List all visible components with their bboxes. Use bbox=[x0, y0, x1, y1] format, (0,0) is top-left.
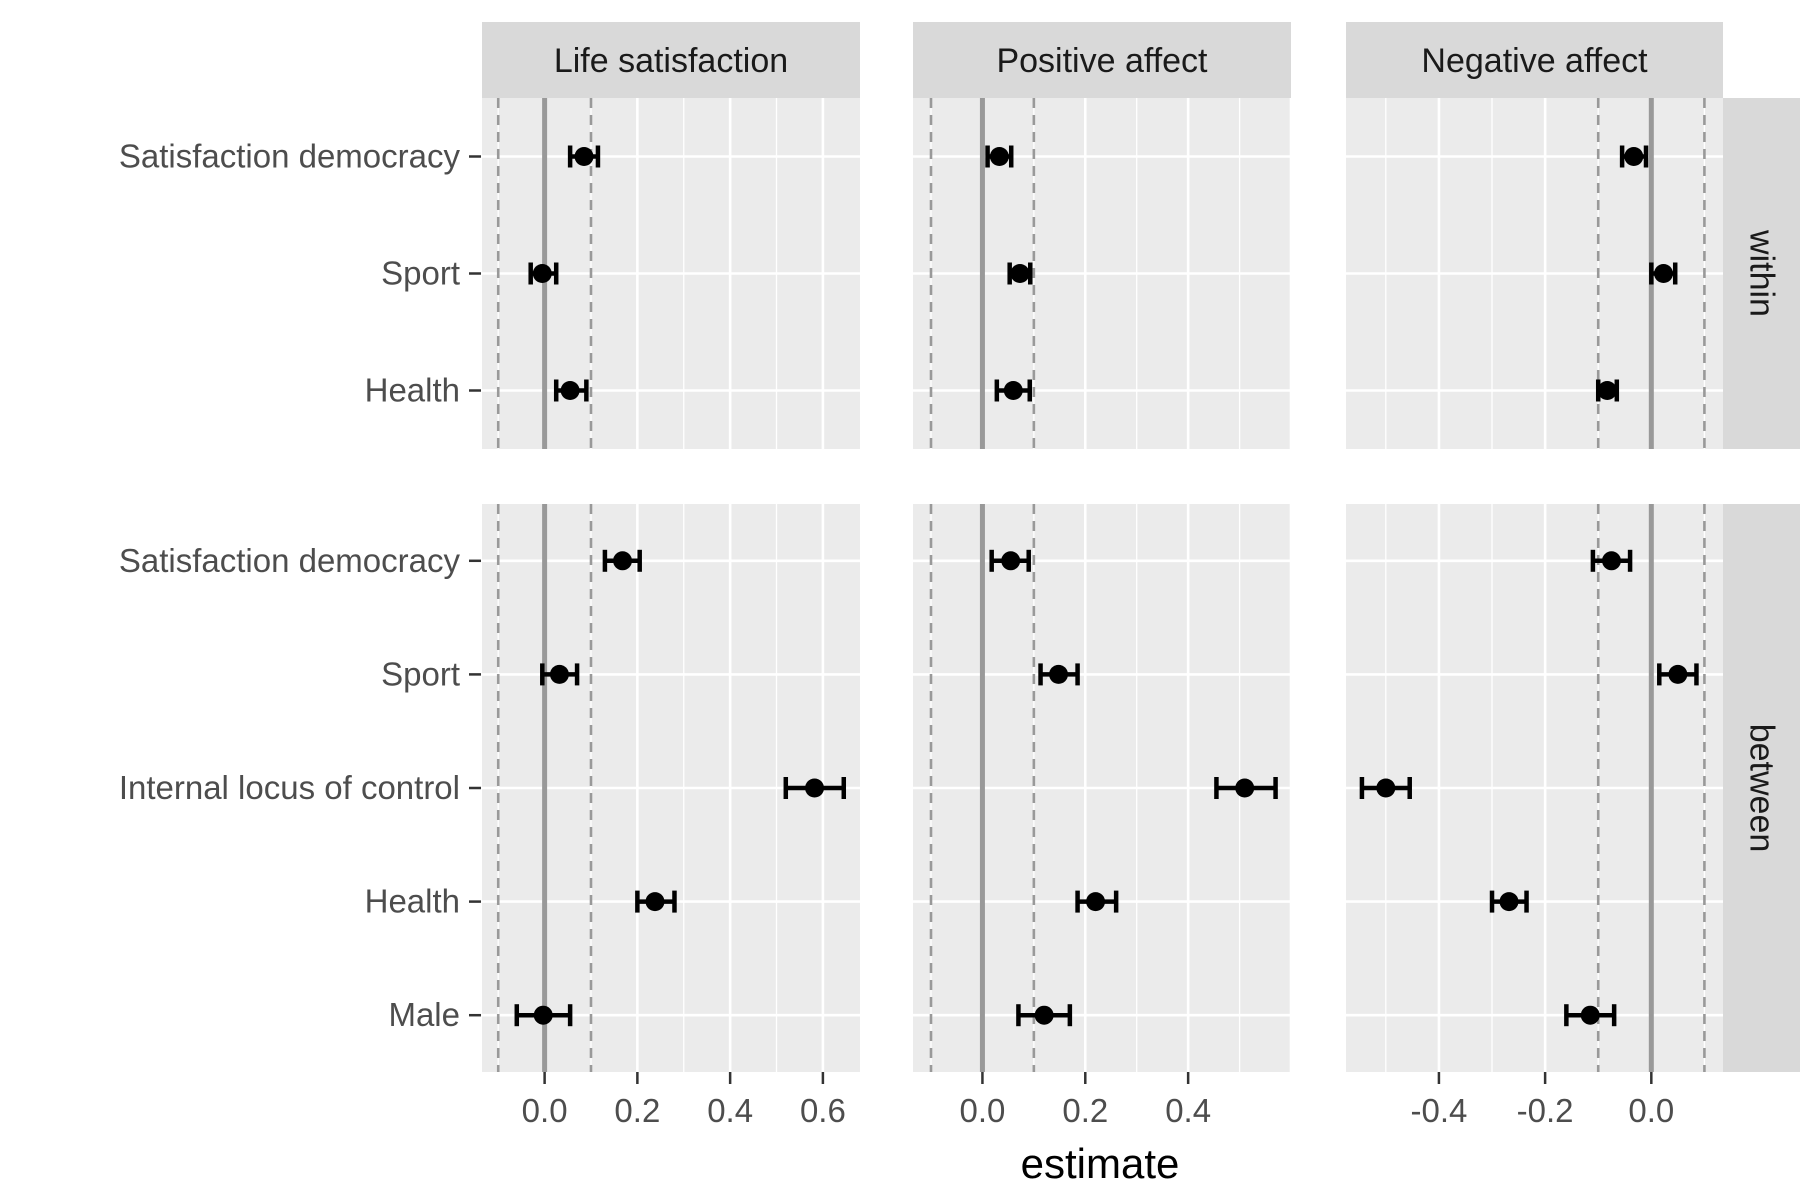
y-label-health: Health bbox=[365, 372, 460, 409]
estimate-point bbox=[805, 778, 825, 798]
panel-negative-affect-within bbox=[1346, 98, 1723, 449]
y-label-internal-locus-of-control: Internal locus of control bbox=[119, 769, 460, 806]
estimate-point bbox=[645, 892, 665, 912]
estimate-point bbox=[1049, 664, 1069, 684]
estimate-point bbox=[613, 551, 633, 571]
estimate-health bbox=[553, 379, 589, 402]
estimate-point bbox=[533, 1005, 553, 1025]
y-label-satisfaction-democracy: Satisfaction democracy bbox=[119, 138, 461, 175]
estimate-satisfaction-democracy bbox=[985, 145, 1014, 168]
panel-negative-affect-between bbox=[1346, 504, 1723, 1072]
estimate-point bbox=[1376, 778, 1396, 798]
estimate-sport bbox=[1657, 663, 1699, 686]
estimate-internal-locus-of-control bbox=[1214, 777, 1278, 799]
estimate-point bbox=[1580, 1005, 1600, 1025]
y-label-satisfaction-democracy: Satisfaction democracy bbox=[119, 542, 461, 579]
facet-strip-label: Negative affect bbox=[1421, 42, 1648, 80]
estimate-point bbox=[1499, 892, 1519, 912]
row-strip-background bbox=[1723, 98, 1800, 449]
row-strip-between: between bbox=[1723, 504, 1800, 1072]
facet-strip-background bbox=[1346, 22, 1723, 98]
row-strip-label: between bbox=[1743, 724, 1781, 853]
estimate-health bbox=[994, 379, 1032, 402]
estimate-satisfaction-democracy bbox=[1619, 145, 1649, 168]
x-tick-label: 0.0 bbox=[522, 1092, 568, 1129]
x-axis-title: estimate bbox=[1021, 1140, 1180, 1187]
estimate-internal-locus-of-control bbox=[1359, 777, 1412, 799]
estimate-satisfaction-democracy bbox=[1590, 549, 1633, 572]
strips-layer: Life satisfaction Positive affect Negative… bbox=[482, 22, 1800, 1072]
estimate-point bbox=[574, 147, 594, 166]
y-axis-labels: Satisfaction democracy Sport Health Satisfa… bbox=[119, 138, 481, 1033]
row-strip-within: within bbox=[1723, 98, 1800, 449]
facet-strip-life-satisfaction: Life satisfaction bbox=[482, 22, 860, 98]
estimate-satisfaction-democracy bbox=[602, 549, 642, 572]
facet-strip-label: Life satisfaction bbox=[554, 42, 788, 80]
estimate-health bbox=[635, 890, 677, 913]
x-tick-label: 0.2 bbox=[1062, 1092, 1108, 1129]
panel-life-satisfaction-within bbox=[482, 98, 860, 449]
estimate-point bbox=[1601, 551, 1621, 571]
facet-strip-positive-affect: Positive affect bbox=[913, 22, 1291, 98]
estimate-point bbox=[1597, 381, 1617, 400]
estimate-point bbox=[1668, 664, 1688, 684]
estimate-male bbox=[514, 1004, 573, 1027]
estimate-sport bbox=[1007, 262, 1033, 285]
estimate-health bbox=[1075, 890, 1119, 913]
facet-strip-negative-affect: Negative affect bbox=[1346, 22, 1723, 98]
x-tick-label: 0.0 bbox=[959, 1092, 1005, 1129]
row-strip-label: within bbox=[1743, 229, 1781, 317]
y-label-sport: Sport bbox=[381, 655, 460, 692]
estimate-point bbox=[1086, 892, 1106, 912]
estimate-sport bbox=[1649, 262, 1678, 285]
facet-strip-background bbox=[913, 22, 1291, 98]
estimate-health bbox=[1489, 890, 1529, 913]
estimate-point bbox=[1235, 778, 1255, 798]
estimate-point bbox=[560, 381, 580, 400]
estimate-internal-locus-of-control bbox=[783, 777, 847, 799]
facet-strip-background bbox=[482, 22, 860, 98]
y-label-health: Health bbox=[365, 883, 460, 920]
estimate-sport bbox=[528, 262, 559, 285]
x-axis-ticks: 0.0 0.2 0.4 0.6 0.0 0.2 0.4 -0.4 -0.2 0.0 bbox=[522, 1072, 1674, 1129]
estimate-health bbox=[1595, 379, 1620, 402]
facet-strip-label: Positive affect bbox=[996, 42, 1208, 80]
x-tick-label: 0.4 bbox=[1165, 1092, 1211, 1129]
estimate-point bbox=[1034, 1005, 1054, 1025]
estimate-male bbox=[1564, 1004, 1617, 1027]
estimate-satisfaction-democracy bbox=[989, 549, 1031, 572]
x-tick-label: -0.4 bbox=[1410, 1092, 1467, 1129]
x-tick-label: 0.2 bbox=[614, 1092, 660, 1129]
estimate-point bbox=[1010, 264, 1030, 283]
panel-positive-affect-between bbox=[913, 504, 1293, 1072]
x-tick-label: -0.2 bbox=[1517, 1092, 1574, 1129]
estimate-point bbox=[1001, 551, 1021, 571]
estimate-point bbox=[532, 264, 552, 283]
row-strip-background bbox=[1723, 504, 1800, 1072]
estimate-sport bbox=[1038, 663, 1080, 686]
panel-life-satisfaction-between bbox=[482, 504, 860, 1072]
y-label-sport: Sport bbox=[381, 255, 460, 292]
panels-layer bbox=[482, 98, 1723, 1072]
x-tick-label: 0.6 bbox=[800, 1092, 846, 1129]
estimate-sport bbox=[540, 663, 580, 686]
x-tick-label: 0.0 bbox=[1628, 1092, 1674, 1129]
panel-positive-affect-within bbox=[913, 98, 1293, 449]
estimate-point bbox=[549, 664, 569, 684]
x-tick-label: 0.4 bbox=[707, 1092, 753, 1129]
estimate-satisfaction-democracy bbox=[567, 145, 601, 168]
y-label-male: Male bbox=[388, 996, 460, 1033]
estimate-male bbox=[1016, 1004, 1073, 1027]
estimate-point bbox=[1624, 147, 1644, 166]
estimate-point bbox=[1003, 381, 1023, 400]
estimate-point bbox=[989, 147, 1009, 166]
estimate-point bbox=[1654, 264, 1674, 283]
